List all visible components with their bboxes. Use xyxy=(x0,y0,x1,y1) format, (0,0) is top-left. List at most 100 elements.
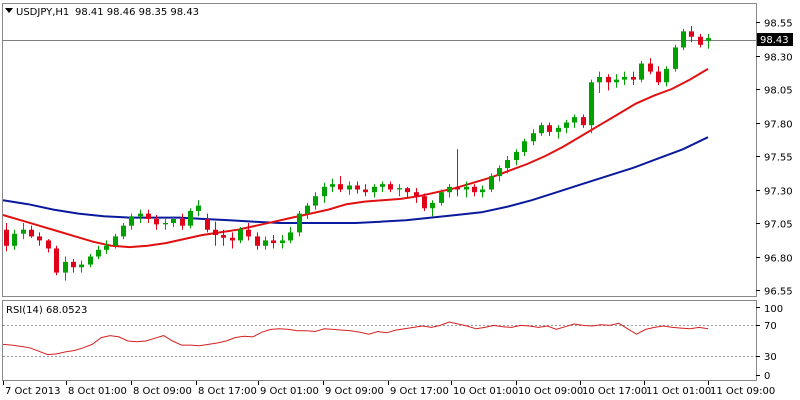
candle xyxy=(4,223,9,252)
candle xyxy=(589,79,594,134)
price-tick-label: 97.80 xyxy=(764,120,793,131)
candle xyxy=(363,184,368,197)
candle xyxy=(322,182,327,203)
candle xyxy=(21,223,26,240)
candle xyxy=(556,125,561,139)
candle xyxy=(146,209,151,223)
rsi-tick-label: 70 xyxy=(764,321,777,332)
rsi-panel[interactable]: RSI(14) 68.0523 100 70 30 0 xyxy=(2,300,784,383)
candle xyxy=(673,44,678,72)
candle xyxy=(163,217,168,230)
candle xyxy=(631,71,636,85)
candle xyxy=(648,58,653,75)
price-tick-label: 96.80 xyxy=(764,254,793,265)
candle xyxy=(271,235,276,249)
candle xyxy=(205,213,210,233)
candle xyxy=(405,186,410,198)
price-tick-label: 98.30 xyxy=(764,53,793,64)
candle xyxy=(531,129,536,146)
candle xyxy=(63,256,68,281)
price-tick-label: 98.05 xyxy=(764,86,793,97)
candlesticks xyxy=(4,26,711,281)
candle xyxy=(213,221,218,246)
candle xyxy=(422,193,427,211)
candle xyxy=(614,74,619,88)
price-tick-label: 96.55 xyxy=(764,287,793,298)
price-panel-frame xyxy=(2,3,757,297)
candle xyxy=(79,260,84,273)
price-tick-label: 97.55 xyxy=(764,153,793,164)
candle xyxy=(46,239,51,253)
candle xyxy=(430,200,435,217)
candle xyxy=(698,34,703,48)
candle xyxy=(171,216,176,228)
candle xyxy=(689,26,694,43)
rsi-tick-label: 30 xyxy=(764,352,777,363)
rsi-label: RSI(14) 68.0523 xyxy=(6,305,87,316)
price-tick-label: 97.30 xyxy=(764,187,793,198)
candle xyxy=(347,181,352,195)
candle xyxy=(71,259,76,273)
candle xyxy=(472,184,477,197)
candle xyxy=(547,122,552,136)
fast-moving-average-line xyxy=(2,68,709,249)
candle xyxy=(88,253,93,268)
slow-moving-average-line xyxy=(2,136,709,224)
candle xyxy=(564,119,569,134)
candle xyxy=(439,189,444,206)
chart-header: USDJPY,H1 98.41 98.46 98.35 98.43 xyxy=(5,7,199,18)
candle xyxy=(305,202,310,219)
candle xyxy=(54,245,59,276)
time-tick-label: 10 Oct 01:00 xyxy=(453,386,518,397)
candle xyxy=(505,156,510,174)
candle xyxy=(129,213,134,230)
time-tick-label: 7 Oct 2013 xyxy=(5,386,60,397)
symbol-timeframe: USDJPY,H1 xyxy=(16,7,69,18)
price-panel[interactable]: 98.55 98.30 98.05 97.80 97.55 97.30 97.05 96.80… xyxy=(2,3,794,298)
triangle-down-icon[interactable] xyxy=(5,8,13,13)
candle xyxy=(522,138,527,156)
candle xyxy=(338,176,343,193)
candle xyxy=(581,114,586,128)
candle xyxy=(238,227,243,244)
candle xyxy=(12,229,17,250)
candle xyxy=(37,232,42,246)
rsi-tick-label: 100 xyxy=(764,304,783,315)
candle xyxy=(113,233,118,249)
rsi-panel-frame xyxy=(2,300,757,381)
time-tick-label: 9 Oct 17:00 xyxy=(390,386,449,397)
candle xyxy=(414,188,419,203)
candle xyxy=(221,229,226,246)
candle xyxy=(464,181,469,198)
candle xyxy=(138,209,143,223)
current-price-value: 98.43 xyxy=(760,35,789,46)
candle xyxy=(280,235,285,249)
time-tick-label: 11 Oct 01:00 xyxy=(646,386,711,397)
candle xyxy=(121,223,126,240)
candle xyxy=(497,165,502,182)
candle xyxy=(380,181,385,193)
candle xyxy=(196,200,201,217)
candle xyxy=(597,71,602,94)
candle xyxy=(372,184,377,198)
ohlc-values: 98.41 98.46 98.35 98.43 xyxy=(75,7,199,18)
candle xyxy=(539,122,544,136)
candle xyxy=(606,74,611,91)
candle xyxy=(455,149,460,197)
candle xyxy=(29,225,34,238)
candle xyxy=(656,66,661,85)
time-tick-label: 9 Oct 01:00 xyxy=(260,386,319,397)
candle xyxy=(447,184,452,198)
price-axis: 98.55 98.30 98.05 97.80 97.55 97.30 97.05 96.80… xyxy=(756,19,793,298)
candle xyxy=(288,227,293,244)
candle xyxy=(96,245,101,260)
candle xyxy=(355,181,360,194)
time-tick-label: 8 Oct 01:00 xyxy=(68,386,127,397)
candle xyxy=(397,184,402,197)
candle xyxy=(388,181,393,193)
price-tick-label: 98.55 xyxy=(764,19,793,30)
time-tick-label: 9 Oct 09:00 xyxy=(325,386,384,397)
candle xyxy=(104,240,109,254)
candle xyxy=(263,236,268,250)
